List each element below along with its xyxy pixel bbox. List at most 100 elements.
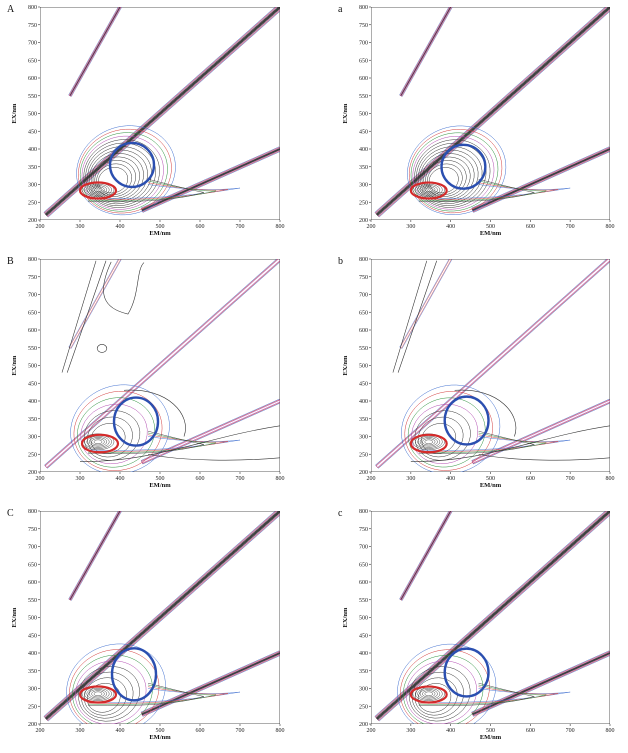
x-axis-title: EM/nm: [149, 230, 171, 237]
panel-A: 200 300 400 500 600 700 800 200 250 300 350 400 450 5…: [7, 4, 285, 237]
y-tick-label: 200: [359, 470, 368, 476]
y-tick-label: 650: [359, 310, 368, 316]
blue-highlight-circle: [443, 647, 490, 698]
y-tick-label: 300: [28, 435, 37, 441]
second-order-scatter-band: [399, 511, 453, 601]
y-tick-label: 300: [28, 183, 37, 189]
y-tick-label: 450: [359, 129, 368, 135]
x-tick-label: 600: [196, 476, 205, 482]
y-tick-label: 400: [28, 147, 37, 153]
y-tick-label: 250: [28, 452, 37, 458]
y-tick-label: 500: [28, 616, 37, 622]
y-tick-label: 250: [359, 452, 368, 458]
x-tick-label: 300: [76, 728, 85, 734]
fluorescence-contours: [401, 384, 571, 472]
y-tick-label: 650: [359, 58, 368, 64]
red-highlight-circle: [78, 685, 118, 704]
panel-letter: c: [338, 508, 343, 519]
y-tick-label: 450: [359, 381, 368, 387]
panel-letter: a: [338, 4, 343, 15]
y-tick-label: 650: [28, 562, 37, 568]
y-tick-label: 650: [28, 310, 37, 316]
outer-contours: [392, 260, 610, 462]
plot-area: [371, 7, 610, 220]
panel-letter: B: [7, 256, 14, 267]
x-tick-label: 300: [406, 476, 415, 482]
x-tick-label: 700: [236, 728, 245, 734]
panel-c: 200 300 400 500 600 700 800 200 250 300 350 400 450 5…: [338, 508, 615, 741]
y-tick-label: 600: [359, 328, 368, 334]
y-tick-label: 550: [28, 346, 37, 352]
blue-highlight-circle: [112, 396, 160, 447]
y-tick-label: 600: [28, 580, 37, 586]
y-tick-label: 650: [359, 562, 368, 568]
y-tick-label: 800: [359, 509, 368, 515]
panel-B: 200 300 400 500 600 700 800 200 250 300 350 400 450 5…: [7, 256, 285, 489]
y-tick-label: 400: [359, 651, 368, 657]
y-axis-title: EX/nm: [11, 103, 18, 123]
y-tick-label: 200: [28, 470, 37, 476]
y-tick-label: 600: [28, 76, 37, 82]
blue-highlight-circle: [108, 141, 156, 189]
y-tick-label: 300: [28, 687, 37, 693]
y-axis-title: EX/nm: [342, 103, 349, 123]
y-tick-label: 250: [28, 200, 37, 206]
raman-scatter-band: [140, 398, 280, 465]
y-tick-label: 250: [28, 704, 37, 710]
y-tick-label: 700: [359, 545, 368, 551]
y-tick-label: 300: [359, 435, 368, 441]
y-tick-label: 800: [28, 509, 37, 515]
y-tick-label: 550: [359, 346, 368, 352]
y-tick-label: 200: [359, 722, 368, 728]
rayleigh-scatter-band: [374, 7, 610, 218]
x-tick-label: 700: [566, 476, 575, 482]
y-tick-label: 250: [359, 200, 368, 206]
panel-C: 200 300 400 500 600 700 800 200 250 300 350 400 450 5…: [7, 508, 285, 741]
red-highlight-circle: [409, 181, 448, 200]
y-axis-title: EX/nm: [342, 355, 349, 375]
plot-area: [40, 259, 280, 472]
x-tick-label: 400: [446, 224, 455, 230]
x-axis-title: EM/nm: [480, 230, 502, 237]
y-tick-label: 600: [28, 328, 37, 334]
y-tick-label: 500: [28, 364, 37, 370]
x-tick-label: 800: [276, 728, 285, 734]
y-tick-label: 750: [359, 275, 368, 281]
plot-area: [40, 7, 280, 220]
x-tick-label: 300: [76, 476, 85, 482]
y-tick-label: 550: [359, 94, 368, 100]
x-tick-label: 700: [566, 224, 575, 230]
y-tick-label: 550: [359, 598, 368, 604]
y-tick-label: 450: [28, 633, 37, 639]
y-tick-label: 700: [28, 41, 37, 47]
x-axis-title: EM/nm: [480, 734, 502, 741]
x-tick-label: 500: [486, 728, 495, 734]
y-tick-label: 800: [28, 5, 37, 11]
plot-frame: [371, 259, 610, 472]
raman-scatter-band: [471, 146, 610, 213]
y-tick-label: 450: [359, 633, 368, 639]
x-tick-label: 300: [76, 224, 85, 230]
x-tick-label: 200: [367, 476, 376, 482]
blue-highlight-circle: [443, 395, 490, 446]
x-tick-label: 800: [606, 728, 615, 734]
y-tick-label: 450: [28, 129, 37, 135]
raman-scatter-band: [140, 146, 280, 213]
plot-frame: [40, 259, 280, 472]
x-tick-label: 800: [276, 476, 285, 482]
y-axis-title: EX/nm: [11, 607, 18, 627]
x-tick-label: 500: [156, 224, 165, 230]
blue-highlight-circle: [440, 143, 487, 190]
y-tick-label: 500: [359, 616, 368, 622]
x-tick-label: 300: [406, 728, 415, 734]
y-tick-label: 350: [359, 669, 368, 675]
y-tick-label: 200: [28, 722, 37, 728]
y-tick-label: 350: [28, 165, 37, 171]
x-tick-label: 500: [156, 728, 165, 734]
y-tick-label: 750: [359, 23, 368, 29]
y-tick-label: 200: [28, 218, 37, 224]
y-tick-label: 800: [359, 5, 368, 11]
y-tick-label: 350: [28, 417, 37, 423]
plot-area: [40, 511, 280, 724]
panel-letter: A: [7, 4, 15, 15]
